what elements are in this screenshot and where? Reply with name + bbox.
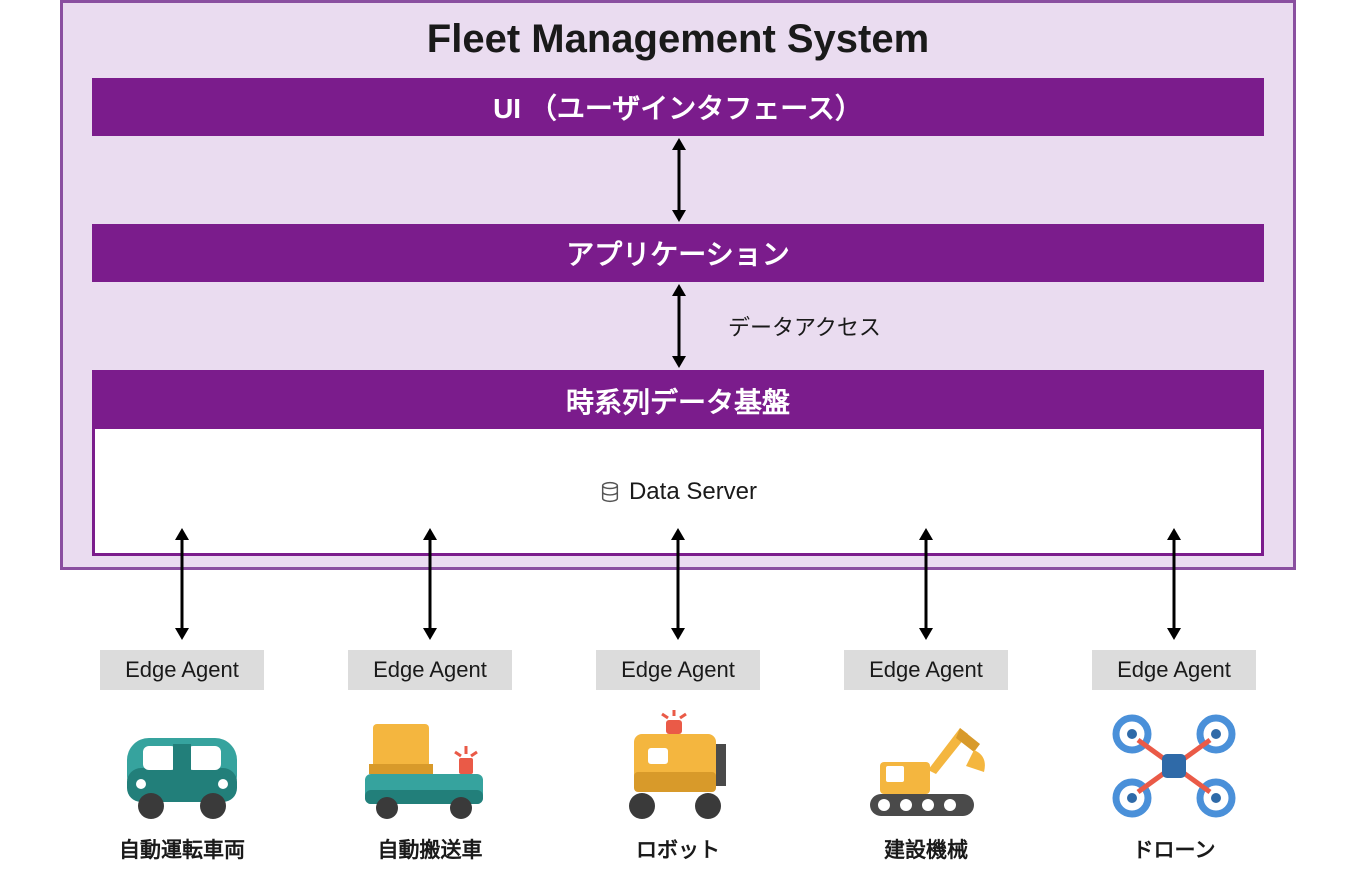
edge-agent-label: Edge Agent bbox=[869, 657, 983, 683]
arrow-edge-3 bbox=[917, 528, 935, 640]
vehicle-caption: 建設機械 bbox=[884, 834, 968, 864]
vehicle-3: 建設機械 bbox=[844, 710, 1008, 864]
vehicle-2: ロボット bbox=[596, 710, 760, 864]
data-server-label: Data Server bbox=[629, 478, 757, 506]
data-platform-header-label: 時系列データ基盤 bbox=[566, 381, 790, 421]
vehicle-0: 自動運転車両 bbox=[100, 710, 264, 864]
edge-agent-label: Edge Agent bbox=[621, 657, 735, 683]
arrow-ui-app bbox=[670, 138, 688, 222]
fms-title: Fleet Management System bbox=[63, 17, 1293, 62]
excavator-icon bbox=[856, 710, 996, 820]
arrow-edge-1 bbox=[421, 528, 439, 640]
vehicle-1: 自動搬送車 bbox=[348, 710, 512, 864]
arrow-data-access-label: データアクセス bbox=[728, 310, 881, 342]
data-platform-header: 時系列データ基盤 bbox=[95, 373, 1261, 429]
arrow-app-data bbox=[670, 284, 688, 368]
agv-icon bbox=[355, 710, 505, 820]
layer-ui: UI （ユーザインタフェース） bbox=[92, 78, 1264, 136]
car-icon bbox=[117, 710, 247, 820]
robot-icon bbox=[608, 710, 748, 820]
edge-agent-label: Edge Agent bbox=[373, 657, 487, 683]
layer-app-label: アプリケーション bbox=[566, 233, 789, 273]
arrow-edge-0 bbox=[173, 528, 191, 640]
edge-agent-2: Edge Agent bbox=[596, 650, 760, 690]
edge-agent-4: Edge Agent bbox=[1092, 650, 1256, 690]
edge-agent-1: Edge Agent bbox=[348, 650, 512, 690]
vehicle-caption: ロボット bbox=[636, 834, 720, 864]
edge-agent-label: Edge Agent bbox=[1117, 657, 1231, 683]
vehicle-caption: 自動運転車両 bbox=[119, 834, 245, 864]
vehicle-4: ドローン bbox=[1092, 710, 1256, 864]
arrow-edge-2 bbox=[669, 528, 687, 640]
edge-agent-3: Edge Agent bbox=[844, 650, 1008, 690]
layer-app: アプリケーション bbox=[92, 224, 1264, 282]
arrow-edge-4 bbox=[1165, 528, 1183, 640]
layer-ui-label: UI （ユーザインタフェース） bbox=[493, 87, 863, 127]
edge-agent-0: Edge Agent bbox=[100, 650, 264, 690]
edge-agent-label: Edge Agent bbox=[125, 657, 239, 683]
drone-icon bbox=[1104, 710, 1244, 820]
vehicle-caption: 自動搬送車 bbox=[378, 834, 483, 864]
database-icon bbox=[599, 481, 621, 503]
vehicle-caption: ドローン bbox=[1133, 834, 1216, 864]
